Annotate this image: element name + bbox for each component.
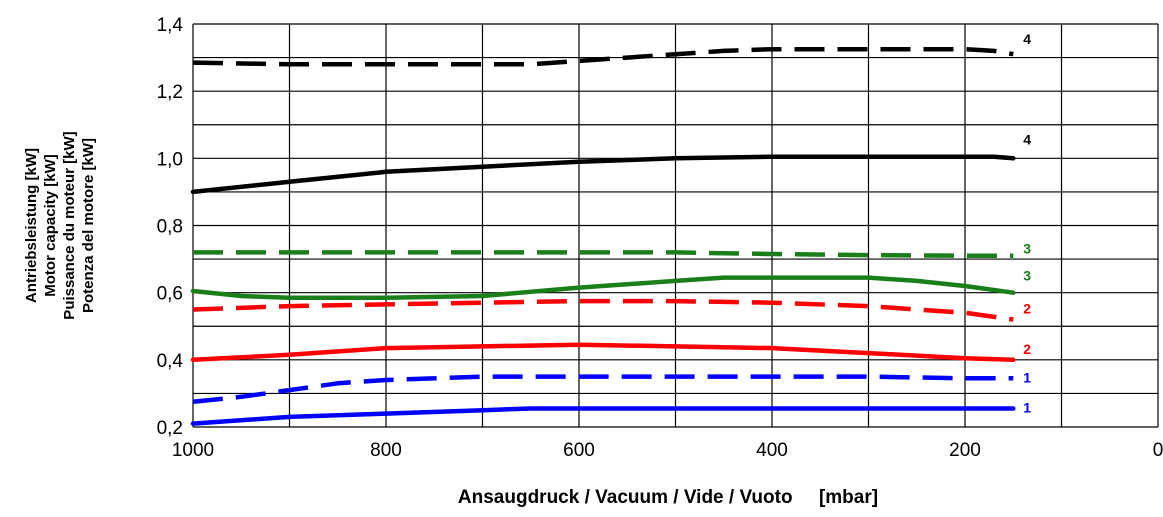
series-line-2-solid [190,342,1016,363]
y-tick-label: 1,0 [157,149,183,170]
x-tick-label: 400 [756,440,788,461]
chart-tick-labels: 0,2 0,4 0,6 0,8 1,0 1,2 1,4 1000 800 600 400 200 0 [157,15,1163,461]
series-end-label: 4 [1023,31,1031,47]
x-tick-label: 0 [1153,440,1163,461]
series-line-1-solid [190,406,1016,426]
series-end-label: 1 [1023,369,1031,385]
y-axis-label-line: Antriebsleistung [kW] [23,148,40,303]
y-tick-label: 0,6 [157,284,183,305]
x-tick-label: 1000 [172,440,214,461]
series-end-label: 4 [1023,131,1031,147]
series-line-3-dashed [193,250,1014,258]
x-tick-label: 800 [370,440,402,461]
series-end-label: 2 [1023,301,1031,317]
series-end-label: 1 [1023,400,1031,416]
series-end-label: 3 [1023,241,1031,257]
y-axis-labels: Antriebsleistung [kW] Motor capacity [kW]… [23,131,97,319]
y-tick-label: 1,2 [157,82,183,103]
series-line-4-dashed [192,46,1014,67]
chart-grid [192,23,1159,428]
series-end-label: 3 [1023,268,1031,284]
series-end-label: 2 [1023,341,1031,357]
y-axis-label-line: Motor capacity [kW] [42,154,59,297]
series-line-1-dashed [192,374,1014,405]
series-line-2-dashed [192,298,1014,322]
y-tick-label: 1,4 [157,15,184,36]
y-tick-label: 0,4 [157,351,184,372]
y-axis-label-line: Puissance du moteur [kW] [61,131,78,319]
x-tick-label: 600 [563,440,595,461]
y-tick-label: 0,8 [157,217,183,238]
x-tick-label: 200 [949,440,981,461]
series-end-labels: 4 4 3 3 2 2 1 1 [1023,31,1031,415]
y-tick-label: 0,2 [157,418,183,439]
series-line-4-solid [190,154,1016,195]
series-line-3-solid [190,275,1016,300]
x-axis-label: Ansaugdruck / Vacuum / Vide / Vuoto [mba… [458,487,878,508]
chart-series [190,46,1016,426]
y-axis-label-line: Potenza del motore [kW] [80,138,97,313]
